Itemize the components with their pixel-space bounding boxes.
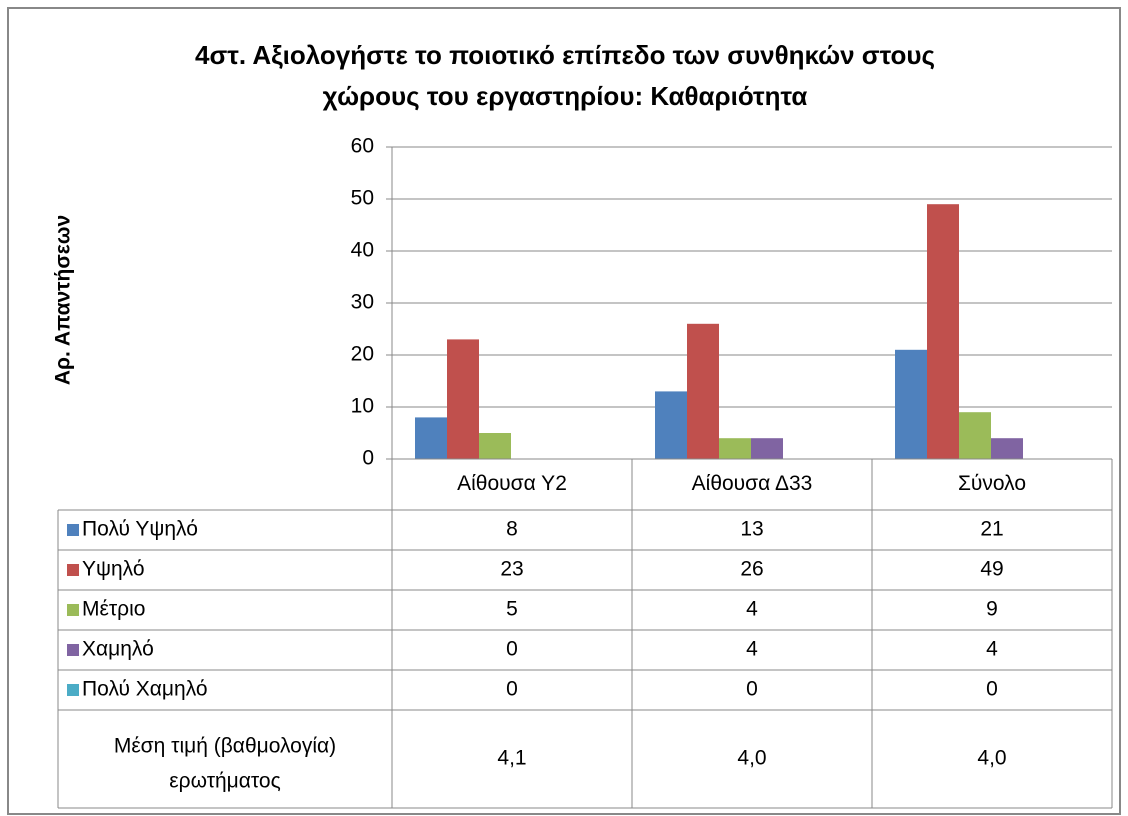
legend-key (67, 524, 79, 536)
table-cell: 0 (506, 638, 518, 661)
y-tick-label: 50 (351, 187, 374, 210)
legend-label: Μέτριο (82, 598, 145, 621)
table-cell: 26 (740, 558, 763, 581)
table-cell: 5 (506, 598, 518, 621)
table-cell: 4 (746, 598, 758, 621)
legend-label: Υψηλό (82, 558, 145, 581)
table-cell: 9 (986, 598, 998, 621)
bar (751, 438, 783, 459)
table-cell: 21 (980, 518, 1003, 541)
table-cell: 49 (980, 558, 1003, 581)
legend-label: Πολύ Υψηλό (82, 518, 198, 541)
y-tick-label: 10 (351, 395, 374, 418)
table-cell: 0 (746, 678, 758, 701)
table-cell: 8 (506, 518, 518, 541)
y-tick-label: 0 (362, 447, 374, 470)
x-tick-label: Σύνολο (958, 472, 1026, 495)
table-row-label: Μέση τιμή (βαθμολογία) (114, 735, 336, 758)
x-tick-label: Αίθουσα Υ2 (457, 472, 567, 495)
bar (719, 438, 751, 459)
legend-label: Πολύ Χαμηλό (82, 678, 208, 701)
table-cell: 13 (740, 518, 763, 541)
y-tick-label: 40 (351, 239, 374, 262)
y-tick-label: 60 (351, 135, 374, 158)
table-cell: 0 (506, 678, 518, 701)
legend-label: Χαμηλό (82, 638, 154, 661)
bar (415, 417, 447, 459)
legend-key (67, 684, 79, 696)
legend-key (67, 644, 79, 656)
table-cell: 4 (986, 638, 998, 661)
table-cell: 4 (746, 638, 758, 661)
table-cell: 4,0 (977, 747, 1006, 770)
bar (447, 339, 479, 459)
table-cell: 0 (986, 678, 998, 701)
chart-title: χώρους του εργαστηρίου: Καθαριότητα (323, 81, 808, 111)
legend-key (67, 564, 79, 576)
y-axis-label: Αρ. Απαντήσεων (52, 215, 75, 385)
bar (655, 391, 687, 459)
y-tick-label: 20 (351, 343, 374, 366)
table-cell: 23 (500, 558, 523, 581)
table-row-label: ερωτήματος (169, 770, 280, 793)
bar (687, 323, 719, 459)
table-cell: 4,0 (737, 747, 766, 770)
bar (927, 204, 959, 459)
bar (959, 412, 991, 459)
y-tick-label: 30 (351, 291, 374, 314)
legend-key (67, 604, 79, 616)
bar (479, 433, 511, 459)
x-tick-label: Αίθουσα Δ33 (692, 472, 813, 495)
bar (991, 438, 1023, 459)
table-cell: 4,1 (497, 747, 526, 770)
chart-title: 4στ. Αξιολογήστε το ποιοτικό επίπεδο των… (195, 40, 935, 70)
bar (895, 349, 927, 459)
